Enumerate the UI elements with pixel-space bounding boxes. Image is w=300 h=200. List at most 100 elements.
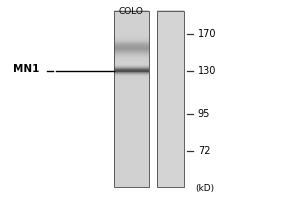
Bar bbox=[114, 90, 148, 91]
Bar bbox=[114, 179, 148, 180]
Bar bbox=[114, 93, 148, 95]
Bar bbox=[158, 134, 184, 135]
Bar bbox=[158, 186, 184, 187]
Bar bbox=[114, 167, 148, 168]
Bar bbox=[114, 88, 148, 89]
Bar bbox=[114, 107, 148, 109]
Bar bbox=[114, 172, 148, 173]
Bar bbox=[114, 53, 148, 54]
Bar bbox=[158, 13, 184, 14]
Bar bbox=[158, 168, 184, 170]
Bar bbox=[114, 20, 148, 21]
Bar bbox=[158, 122, 184, 123]
Bar bbox=[158, 160, 184, 162]
Bar bbox=[158, 130, 184, 132]
Bar bbox=[114, 34, 148, 35]
Bar bbox=[158, 132, 184, 133]
Bar bbox=[158, 145, 184, 147]
Text: 95: 95 bbox=[198, 109, 210, 119]
Bar bbox=[114, 30, 148, 31]
Bar bbox=[158, 162, 184, 164]
Bar bbox=[114, 162, 148, 164]
Bar bbox=[114, 33, 148, 34]
Bar bbox=[114, 91, 148, 92]
Bar bbox=[114, 150, 148, 151]
Bar bbox=[158, 124, 184, 126]
Bar bbox=[158, 31, 184, 32]
Bar bbox=[114, 148, 148, 149]
Bar bbox=[114, 131, 148, 133]
Bar bbox=[114, 184, 148, 186]
Bar bbox=[114, 58, 148, 59]
Bar bbox=[114, 160, 148, 162]
Bar bbox=[158, 112, 184, 113]
Bar bbox=[114, 185, 148, 187]
Bar bbox=[158, 91, 184, 92]
Bar bbox=[158, 161, 184, 163]
Bar bbox=[114, 84, 148, 85]
Bar bbox=[114, 120, 148, 121]
Bar bbox=[158, 77, 184, 78]
Bar bbox=[158, 136, 184, 137]
Bar bbox=[158, 46, 184, 48]
Bar bbox=[158, 175, 184, 176]
Bar bbox=[158, 18, 184, 19]
Bar bbox=[158, 145, 184, 146]
Bar bbox=[114, 82, 148, 83]
Bar bbox=[114, 89, 148, 90]
Bar bbox=[158, 150, 184, 151]
Bar bbox=[114, 14, 148, 15]
Bar bbox=[158, 148, 184, 149]
Bar bbox=[158, 37, 184, 38]
Bar bbox=[158, 17, 184, 19]
Bar bbox=[114, 92, 148, 94]
Bar bbox=[158, 80, 184, 81]
Bar bbox=[158, 74, 184, 75]
Bar bbox=[158, 85, 184, 87]
Bar bbox=[114, 147, 148, 149]
Bar bbox=[158, 40, 184, 42]
Bar bbox=[114, 99, 148, 100]
Bar bbox=[158, 54, 184, 55]
Bar bbox=[158, 115, 184, 116]
Bar bbox=[114, 127, 148, 128]
Bar bbox=[158, 185, 184, 187]
Bar bbox=[114, 119, 148, 120]
Bar bbox=[158, 155, 184, 156]
Bar bbox=[158, 89, 184, 90]
Text: 130: 130 bbox=[198, 66, 216, 76]
Bar bbox=[158, 86, 184, 88]
Bar bbox=[158, 166, 184, 167]
Bar bbox=[158, 177, 184, 179]
Bar bbox=[158, 158, 184, 159]
Bar bbox=[114, 181, 148, 182]
Bar bbox=[158, 114, 184, 115]
Bar bbox=[114, 71, 148, 72]
Bar bbox=[114, 84, 148, 86]
Bar bbox=[158, 118, 184, 119]
Bar bbox=[158, 71, 184, 72]
Bar bbox=[114, 108, 148, 110]
Bar bbox=[114, 65, 148, 66]
Bar bbox=[158, 137, 184, 138]
Bar bbox=[114, 38, 148, 39]
Bar bbox=[158, 95, 184, 96]
Bar bbox=[114, 125, 148, 126]
Bar bbox=[158, 100, 184, 102]
Bar bbox=[158, 106, 184, 107]
Bar bbox=[158, 16, 184, 17]
Bar bbox=[114, 116, 148, 118]
Bar bbox=[158, 139, 184, 141]
Bar bbox=[158, 62, 184, 64]
Bar bbox=[158, 173, 184, 174]
Bar bbox=[114, 69, 148, 71]
Bar bbox=[114, 178, 148, 179]
Bar bbox=[114, 72, 148, 73]
Text: (kD): (kD) bbox=[195, 184, 214, 193]
Bar bbox=[114, 40, 148, 42]
Bar bbox=[158, 117, 184, 118]
Bar bbox=[114, 104, 148, 105]
Bar bbox=[158, 45, 184, 46]
Bar bbox=[114, 130, 148, 132]
Bar bbox=[114, 49, 148, 50]
